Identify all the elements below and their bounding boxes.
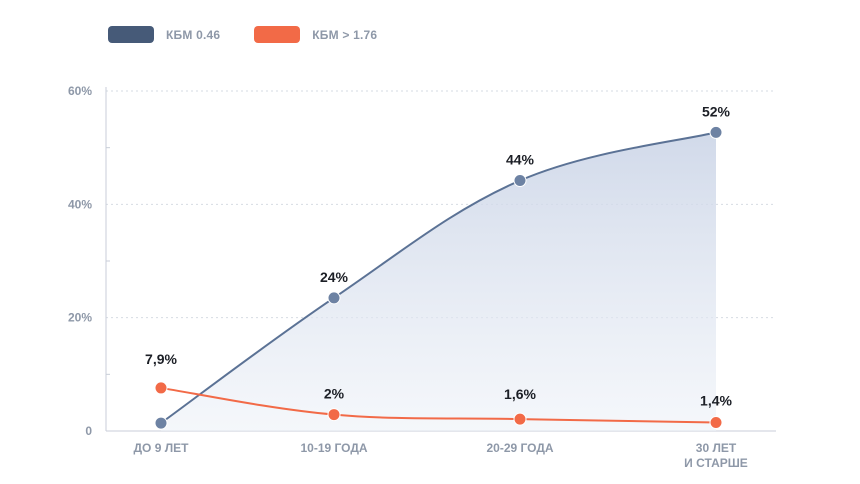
- x-tick-label: ДО 9 ЛЕТ: [134, 441, 190, 455]
- y-tick-label: 40%: [68, 197, 92, 211]
- y-tick-label: 20%: [68, 311, 92, 325]
- data-label: 44%: [506, 152, 535, 168]
- data-point: [513, 412, 527, 426]
- y-tick-label: 60%: [68, 84, 92, 98]
- x-tick-label: 20-29 ГОДА: [486, 441, 553, 455]
- legend-item-kbm-176: КБМ > 1.76: [254, 26, 377, 43]
- y-tick-label: 0: [85, 424, 92, 438]
- data-label: 52%: [702, 103, 731, 119]
- data-point: [513, 174, 527, 188]
- legend-item-kbm-046: КБМ 0.46: [108, 26, 220, 43]
- data-label: 1,6%: [504, 386, 536, 402]
- data-point: [327, 408, 341, 422]
- data-point: [709, 125, 723, 139]
- legend-label-kbm-046: КБМ 0.46: [166, 27, 221, 42]
- data-point: [327, 291, 341, 305]
- x-tick-label: 30 ЛЕТ И СТАРШЕ: [684, 441, 748, 470]
- legend-swatch-kbm-046: [108, 26, 154, 43]
- legend-label-kbm-176: КБМ > 1.76: [312, 27, 378, 42]
- data-label: 7,9%: [145, 351, 177, 367]
- series-line-0: [160, 131, 717, 424]
- data-point: [154, 381, 168, 395]
- data-point: [709, 416, 723, 429]
- data-label: 2%: [324, 386, 345, 402]
- data-label: 24%: [320, 269, 349, 285]
- series-line-1: [160, 386, 717, 424]
- x-tick-label: 10-19 ГОДА: [300, 441, 367, 455]
- series-area-0: [161, 132, 716, 431]
- data-label: 1,4%: [700, 393, 732, 409]
- legend: КБМ 0.46 КБМ > 1.76: [108, 26, 411, 43]
- data-point: [154, 416, 168, 430]
- legend-swatch-kbm-176: [254, 26, 301, 43]
